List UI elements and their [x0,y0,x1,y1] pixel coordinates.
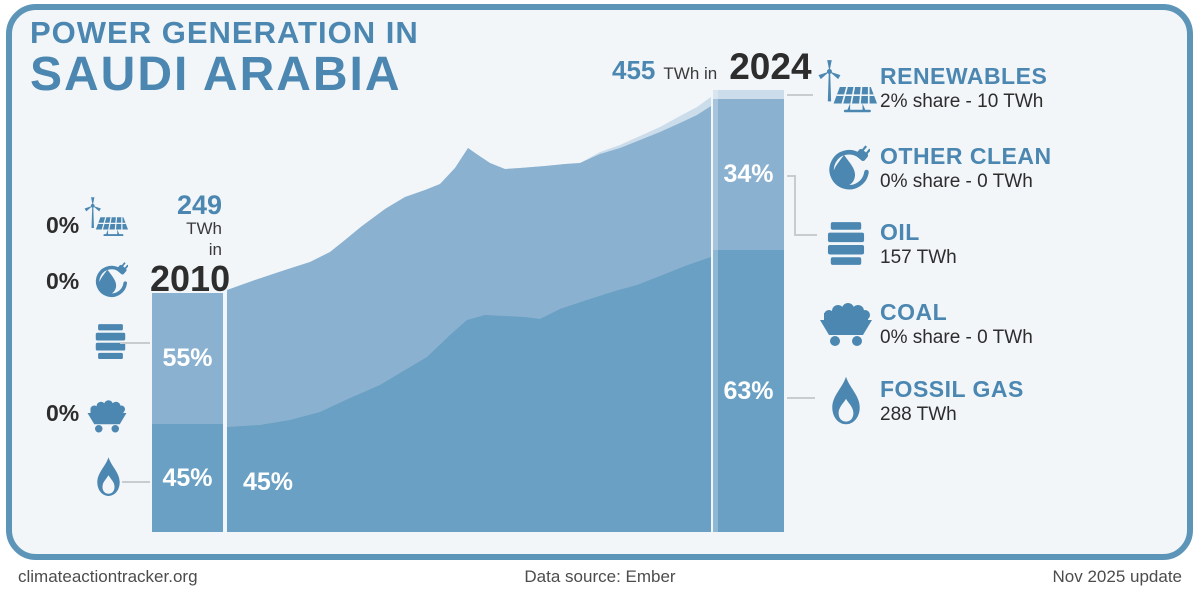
total-2010-unit: TWh [186,219,222,238]
total-2024-value: 455 [612,55,656,85]
wind-solar-icon [815,60,877,116]
wind-solar-icon [82,197,128,239]
connector-renewables-2024 [787,94,813,96]
legend-row-coal: COAL 0% share - 0 TWh [812,296,1184,352]
footer-site: climateactiontracker.org [18,567,198,586]
plug-leaf-icon [90,261,128,299]
bar-2010-oil-segment: 55% [152,293,223,424]
flame-icon [827,375,865,427]
coal-cart-icon [818,300,874,348]
legend-row-renewables: RENEWABLES 2% share - 10 TWh [812,56,1184,120]
bar-2010: 55% 45% [152,293,223,532]
stacked-area-chart [227,97,711,532]
legend-detail: 0% share - 0 TWh [880,326,1033,348]
legend-name: OIL [880,218,920,245]
coal-2010-pct: 0% [46,400,80,426]
footer-update: Nov 2025 update [1052,567,1183,586]
oil-barrel-icon [827,221,865,267]
legend-name: COAL [880,298,948,325]
coal-cart-icon [86,398,128,434]
connector-oil-2010 [120,342,150,344]
connector-gas-2024 [787,397,815,399]
area-gas-share-label: 45% [243,468,294,496]
legend-name: OTHER CLEAN [880,142,1052,169]
bar-2024-gas-segment: 63% [713,250,784,532]
bar-2024-renewables-segment [713,90,784,99]
plug-leaf-icon [822,144,870,192]
connector-gas-2010 [122,481,150,483]
year-2010-header: 249 TWh in 2010 [150,190,231,299]
renewables-2010-pct: 0% [46,212,80,238]
legend-detail: 288 TWh [880,403,957,425]
total-2024-unit: TWh in [663,64,718,83]
bar-2024: 34% 63% [713,90,784,532]
year-2024-header: 455 TWh in 2024 [612,46,812,88]
legend-row-oil: OIL 157 TWh [812,216,1184,272]
title-line2: SAUDI ARABIA [30,48,402,102]
bar-2010-oil-label: 55% [162,344,213,372]
legend-name: FOSSIL GAS [880,375,1024,402]
year-2010-label: 2010 [150,258,231,299]
footer: climateactiontracker.org Data source: Em… [0,567,1200,595]
total-2010-value: 249 [176,190,222,220]
legend-detail: 2% share - 10 TWh [880,90,1044,112]
bar-2024-highlight [713,90,718,532]
legend-row-fossil-gas: FOSSIL GAS 288 TWh [812,372,1184,430]
total-2010-in: in [208,240,222,259]
connector-oil-2024 [787,175,817,236]
legend-name: RENEWABLES [880,62,1048,89]
area-fossil-gas [227,257,711,532]
legend-detail: 157 TWh [880,246,957,268]
bar-2024-oil-label: 34% [723,160,774,188]
page-title: POWER GENERATION IN SAUDI ARABIA [30,16,419,101]
other-clean-2010-pct: 0% [46,268,80,294]
footer-source: Data source: Ember [524,567,676,586]
bar-2010-gas-segment: 45% [152,424,223,532]
legend-row-other-clean: OTHER CLEAN 0% share - 0 TWh [812,140,1184,196]
bar-2024-gas-label: 63% [723,376,774,405]
flame-icon [93,456,124,498]
bar-2010-gas-label: 45% [162,463,213,492]
title-line1: POWER GENERATION IN [30,15,419,50]
bar-2024-oil-segment: 34% [713,99,784,250]
legend-detail: 0% share - 0 TWh [880,170,1033,192]
year-2024-label: 2024 [729,46,812,87]
